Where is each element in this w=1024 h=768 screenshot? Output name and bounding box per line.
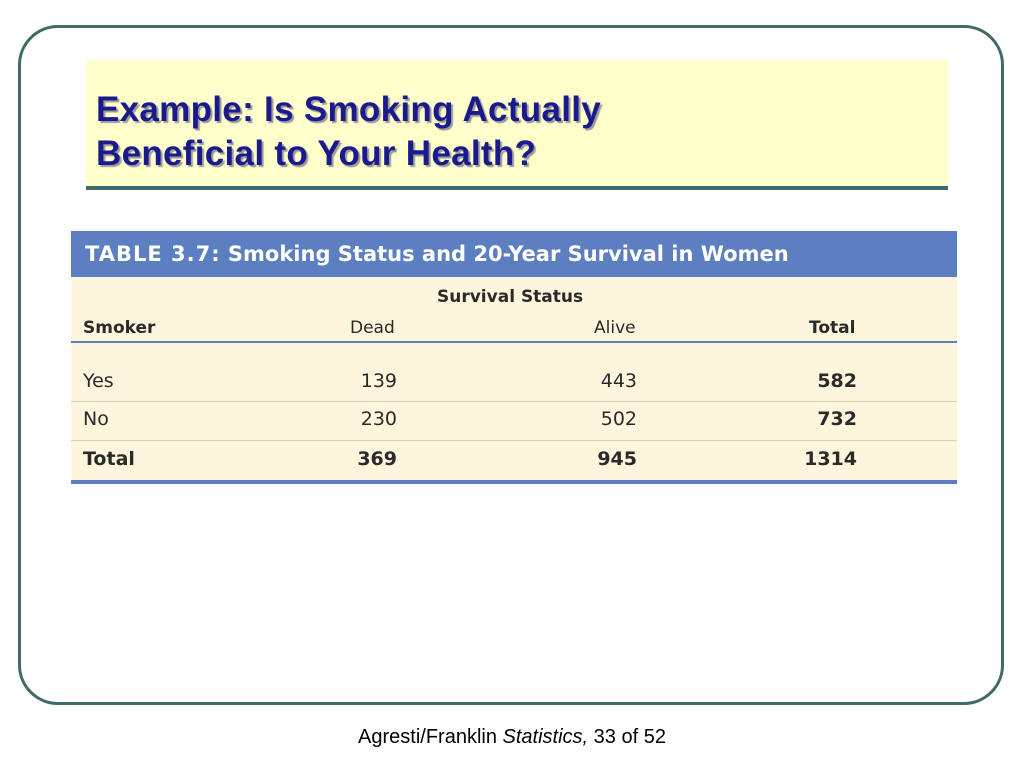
- row-divider: [71, 440, 957, 441]
- row-total-alive: 945: [597, 448, 637, 470]
- column-header-alive: Alive: [594, 318, 636, 338]
- header-rule: [71, 341, 957, 343]
- table-caption-label: TABLE 3.7:: [85, 242, 221, 266]
- table-caption-bar: TABLE 3.7: Smoking Status and 20-Year Su…: [71, 231, 957, 277]
- row-no-dead: 230: [360, 408, 397, 430]
- row-no-alive: 502: [600, 408, 637, 430]
- slide-title: Example: Is Smoking Actually Beneficial …: [96, 88, 601, 176]
- column-header-dead: Dead: [350, 318, 395, 338]
- data-table: TABLE 3.7: Smoking Status and 20-Year Su…: [71, 231, 957, 484]
- row-yes-dead: 139: [360, 370, 397, 392]
- footer-authors: Agresti/Franklin: [358, 726, 497, 748]
- row-divider: [71, 401, 957, 402]
- title-box: Example: Is Smoking Actually Beneficial …: [86, 60, 948, 190]
- footer-book-title: Statistics,: [502, 726, 589, 748]
- row-yes-alive: 443: [600, 370, 637, 392]
- table-bottom-rule: [71, 480, 957, 484]
- row-total-total: 1314: [804, 448, 857, 470]
- slide-title-line1: Example: Is Smoking Actually: [96, 90, 602, 129]
- row-no-smoker: No: [83, 408, 109, 430]
- column-header-smoker: Smoker: [83, 318, 156, 338]
- slide-footer: Agresti/Franklin Statistics, 33 of 52: [0, 726, 1024, 749]
- survival-status-header: Survival Status: [437, 287, 584, 307]
- row-yes-total: 582: [817, 370, 857, 392]
- footer-page-number: 33 of 52: [593, 726, 666, 748]
- table-caption: TABLE 3.7: Smoking Status and 20-Year Su…: [85, 239, 789, 269]
- table-caption-text: Smoking Status and 20-Year Survival in W…: [227, 242, 789, 266]
- slide-title-line2: Beneficial to Your Health?: [96, 134, 537, 173]
- column-header-total: Total: [809, 318, 856, 338]
- row-no-total: 732: [817, 408, 857, 430]
- row-yes-smoker: Yes: [83, 370, 114, 392]
- row-total-dead: 369: [357, 448, 397, 470]
- row-total-smoker: Total: [83, 448, 135, 470]
